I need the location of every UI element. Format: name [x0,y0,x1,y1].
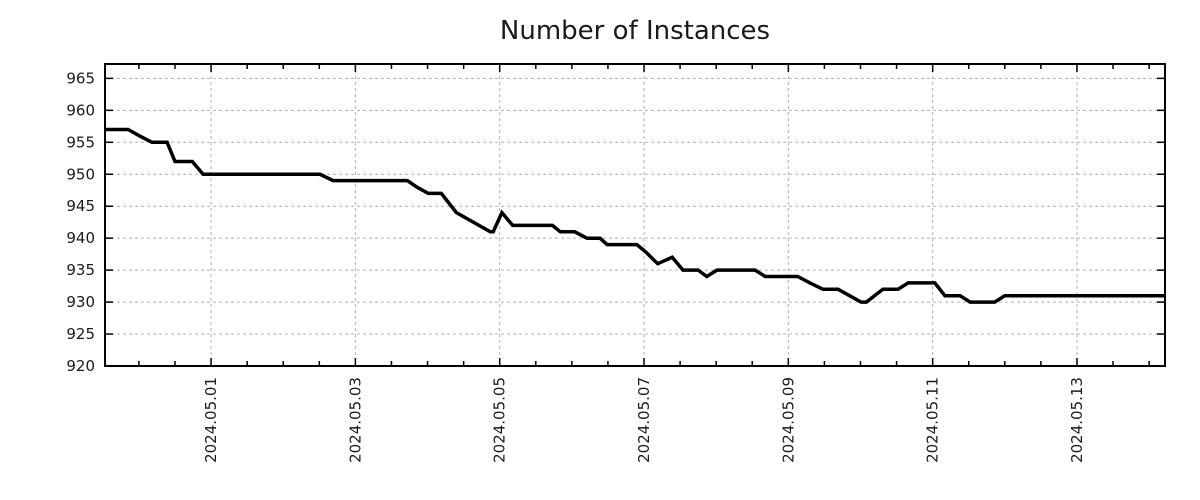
x-tick-label: 2024.05.03 [346,377,364,463]
y-tick-label: 945 [66,197,95,215]
plot-border [104,63,1166,367]
x-tick-label: 2024.05.01 [202,377,220,463]
x-tick-label: 2024.05.13 [1068,377,1086,463]
y-tick-label: 955 [66,133,95,151]
y-tick-label: 950 [66,165,95,183]
x-tick-label: 2024.05.05 [491,377,509,463]
series-line-instances [105,127,1165,304]
y-tick-label: 930 [66,293,95,311]
x-tick-label: 2024.05.11 [924,377,942,463]
y-tick-label: 920 [66,357,95,375]
y-tick-label: 965 [66,69,95,87]
x-tick-label: 2024.05.09 [779,377,797,463]
x-tick-label: 2024.05.07 [635,377,653,463]
y-tick-label: 925 [66,325,95,343]
y-tick-label: 935 [66,261,95,279]
y-tick-label: 940 [66,229,95,247]
y-tick-label: 960 [66,101,95,119]
chart-title: Number of Instances [500,16,770,46]
